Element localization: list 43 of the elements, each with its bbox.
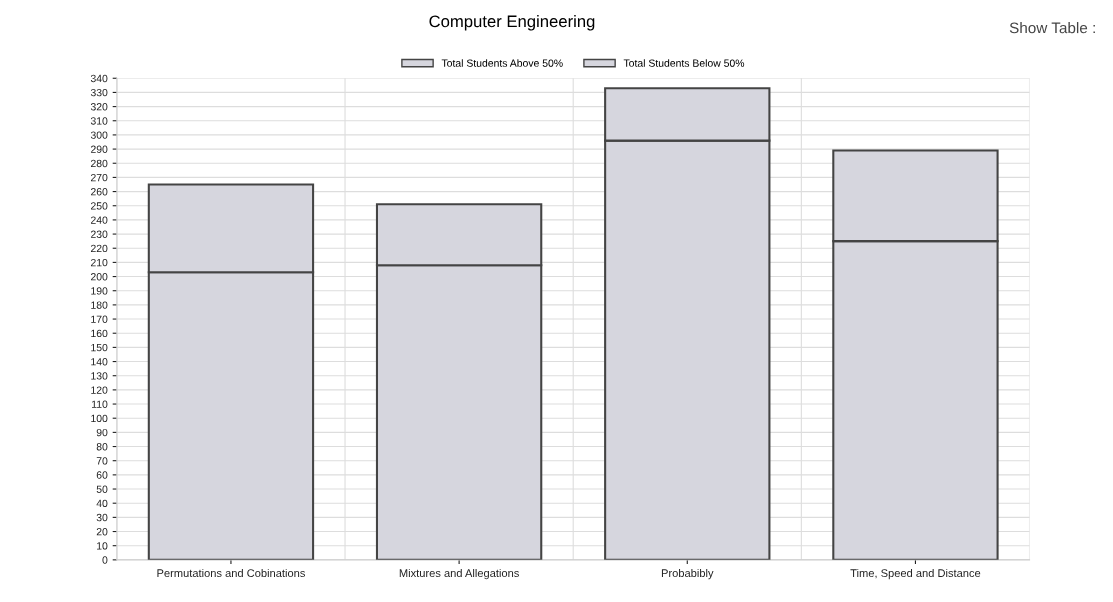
- legend-label: Total Students Below 50%: [623, 59, 745, 67]
- y-tick-label: 110: [92, 400, 108, 408]
- y-tick-label: 100: [91, 414, 108, 423]
- text: Show Table :: [1009, 22, 1095, 34]
- y-tick-label: 190: [91, 287, 108, 295]
- y-tick-label: 220: [90, 244, 108, 253]
- x-tick-label: Permutations and Cobinations: [157, 568, 305, 578]
- y-tick-label: 250: [90, 202, 108, 210]
- y-tick-label: 200: [90, 273, 108, 281]
- y-tick-label: 280: [90, 159, 108, 168]
- y-tick-label: 290: [90, 145, 108, 153]
- y-tick-label: 20: [96, 528, 108, 536]
- y-tick-label: 320: [90, 103, 108, 111]
- y-tick-label: 90: [96, 428, 108, 437]
- x-tick-label: Probabibly: [661, 568, 714, 580]
- y-tick-label: 40: [96, 499, 108, 508]
- y-tick-label: 130: [91, 372, 108, 380]
- y-tick-label: 150: [91, 343, 108, 352]
- y-tick-label: 340: [90, 74, 108, 83]
- legend-label: Total Students Above 50%: [441, 59, 563, 67]
- y-tick-label: 180: [91, 301, 108, 309]
- y-tick-label: 270: [90, 173, 108, 182]
- y-tick-label: 160: [91, 329, 108, 338]
- y-tick-label: 60: [96, 471, 108, 479]
- y-tick-label: 260: [90, 188, 108, 196]
- y-tick-label: 140: [91, 358, 108, 366]
- y-tick-label: 10: [97, 542, 108, 550]
- y-tick-label: 120: [91, 386, 108, 394]
- y-tick-label: 0: [102, 556, 108, 564]
- x-tick-label: Mixtures and Allegations: [399, 568, 519, 580]
- y-tick-label: 310: [90, 117, 108, 125]
- y-tick-label: 330: [90, 88, 108, 97]
- chart-title: Computer Engineering: [429, 15, 595, 31]
- y-tick-label: 300: [90, 131, 108, 139]
- y-tick-label: 30: [96, 513, 108, 522]
- y-tick-label: 50: [96, 485, 108, 493]
- y-tick-label: 230: [90, 230, 108, 238]
- y-tick-label: 210: [90, 258, 108, 267]
- y-tick-label: 80: [96, 443, 108, 451]
- y-tick-label: 240: [90, 216, 108, 224]
- x-tick-label: Time, Speed and Distance: [850, 568, 981, 580]
- y-tick-label: 70: [96, 457, 108, 465]
- y-tick-label: 170: [91, 315, 108, 323]
